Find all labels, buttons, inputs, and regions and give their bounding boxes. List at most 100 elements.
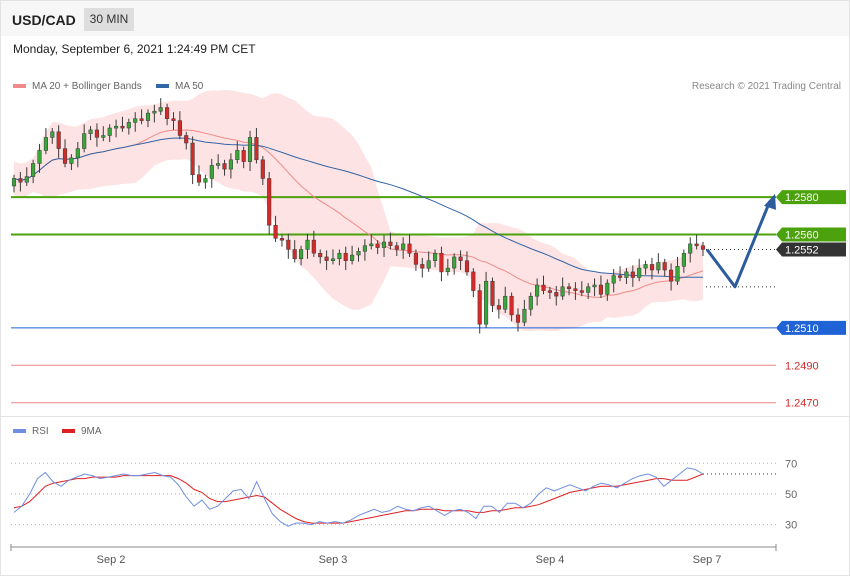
candle-body [299,249,304,260]
candle-body [618,275,623,278]
candle-body [279,238,284,241]
candle-body [541,284,546,291]
candle-body [43,137,48,151]
candle-body [509,295,514,316]
candle-body [82,133,87,149]
candle-body [681,252,686,267]
candle-body [362,245,367,252]
candle-body [624,271,629,278]
candle-body [209,165,214,179]
candle-body [203,178,208,183]
rsi-tick-30: 30 [785,520,797,532]
candle-body [126,122,131,129]
rsi-tick-50: 50 [785,489,797,501]
candle-body [241,150,246,162]
panel-divider [1,416,849,417]
candle-body [165,107,170,119]
candle-body [305,239,310,250]
candle-body [528,295,533,310]
candle-body [254,137,259,161]
candle-body [350,254,355,261]
timeframe-button[interactable]: 30 MIN [84,8,134,31]
candle-body [700,245,706,250]
candle-body [101,135,106,138]
candle-body [196,174,202,183]
ma50-legend-label: MA 50 [175,81,204,92]
level-tag-1.2552 [776,242,846,257]
level-label-1.2552: 1.2552 [785,244,819,256]
rsi-swatch [13,429,26,434]
candle-body [464,260,470,273]
candle-body [267,178,272,226]
candle-body [515,314,521,323]
candle-body [120,125,125,129]
candle-body [605,282,610,295]
x-tick-label: Sep 7 [693,554,722,566]
forecast-arrow-head [764,193,776,210]
candle-body [458,256,463,261]
candle-body [496,305,501,310]
candle-body [375,243,380,248]
level-label-1.2580: 1.2580 [785,192,819,204]
candle-body [477,290,482,325]
candle-body [694,243,699,247]
level-tags: 1.2580 1.2560 1.2552 1.2510 1.2490 1.2470 [776,190,846,410]
candle-body [139,118,144,121]
candle-body [566,286,572,289]
candle-body [643,264,648,269]
candle-body [484,280,489,325]
level-label-1.2560: 1.2560 [785,230,819,242]
candle-body [547,290,552,293]
candle-body [75,148,80,159]
candle-body [69,157,74,164]
candle-body [273,224,278,239]
candle-body [311,239,316,254]
x-tick-label: Sep 2 [97,554,126,566]
credit-text: Research © 2021 Trading Central [691,81,841,92]
candle-body [611,275,616,284]
price-legend-ma50: MA 50 [156,81,203,92]
candle-body [630,271,635,278]
candle-body [324,256,329,261]
candle-body [669,269,674,282]
candle-body [503,295,508,310]
candle-body [171,118,176,121]
candle-body [381,241,387,248]
candle-body [394,245,399,250]
candle-body [318,252,323,258]
candle-body [420,264,425,269]
candle-body [592,284,597,288]
candle-body [292,249,297,260]
candle-body [656,262,661,271]
level-label-1.2470: 1.2470 [785,398,819,410]
candle-body [133,118,138,123]
candle-body [401,243,406,250]
x-tick-label: Sep 3 [319,554,348,566]
candles [11,98,706,334]
header-bar: USD/CAD 30 MIN [1,1,849,36]
level-label-1.2510: 1.2510 [785,323,819,335]
ma50-line [13,137,704,278]
candle-body [573,288,578,291]
candle-body [235,150,240,160]
candle-body [216,163,221,166]
level-tag-1.2560 [776,227,846,242]
price-levels [11,196,776,404]
rsi-tick-70: 70 [785,458,797,470]
candle-body [145,112,151,121]
candle-body [649,264,655,271]
candle-body [535,284,540,297]
level-label-1.2490: 1.2490 [785,360,819,372]
rsi-ma-legend-label: 9MA [81,426,102,437]
candle-body [107,127,112,136]
candle-body [560,286,565,297]
candle-body [88,129,93,134]
candle-body [337,252,342,260]
candle-body [426,260,431,269]
candle-body [471,271,476,291]
rsi-legend-rsi: RSI [13,426,49,437]
candle-body [554,292,559,297]
candle-body [94,129,99,138]
candle-body [222,163,227,170]
